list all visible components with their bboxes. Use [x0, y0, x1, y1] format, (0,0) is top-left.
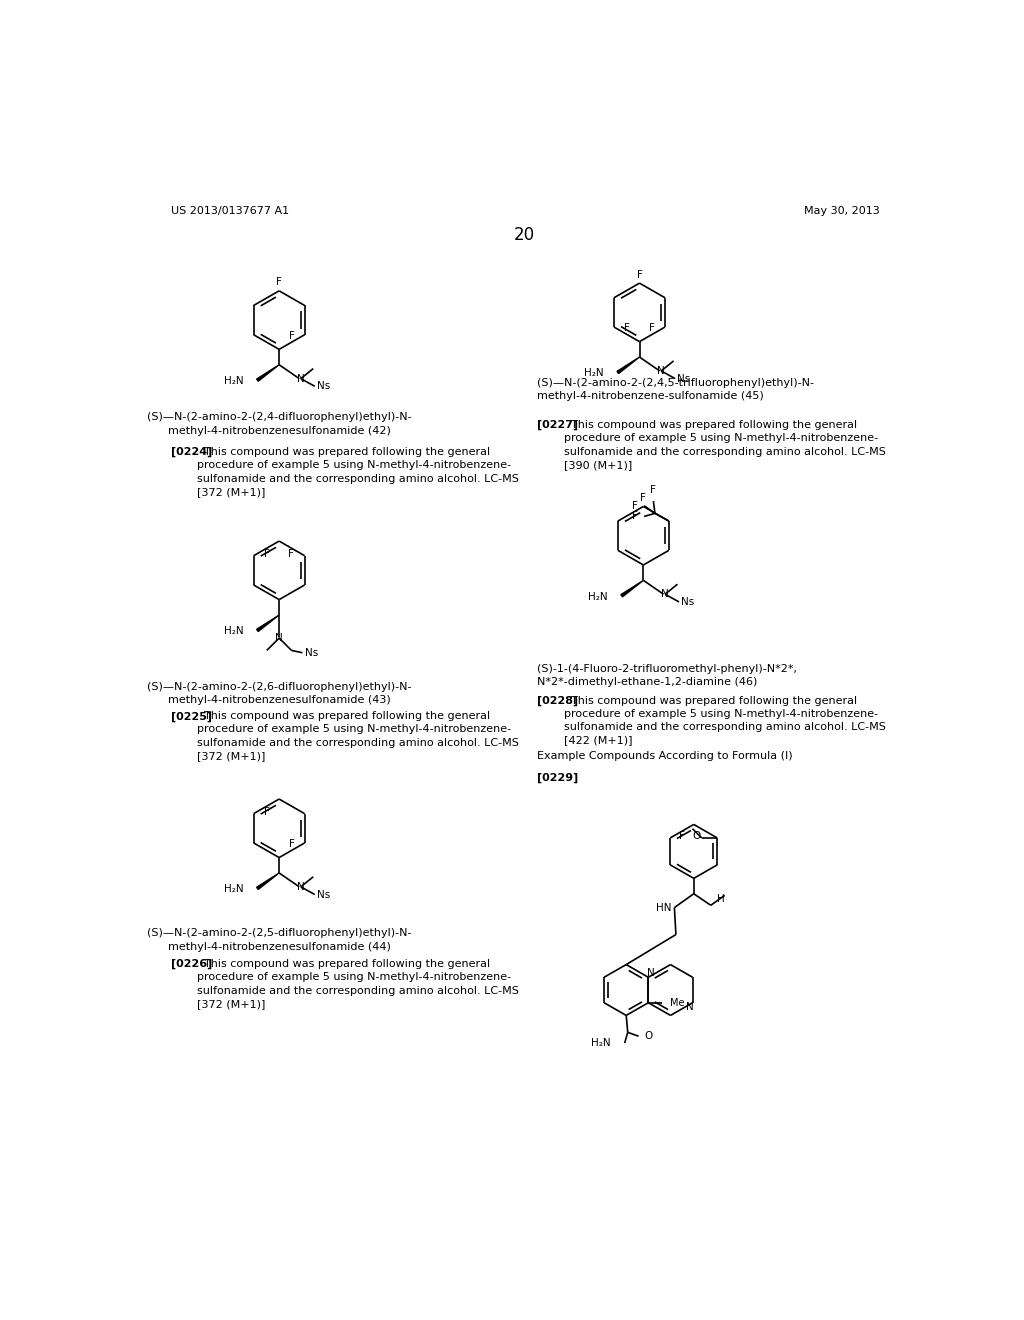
Text: Ns: Ns — [317, 890, 331, 899]
Text: N: N — [275, 634, 283, 643]
Text: HN: HN — [655, 903, 672, 912]
Text: This compound was prepared following the general
procedure of example 5 using N-: This compound was prepared following the… — [197, 960, 519, 1008]
Text: 20: 20 — [514, 226, 536, 244]
Text: (S)—N-(2-amino-2-(2,5-difluorophenyl)ethyl)-N-
methyl-4-nitrobenzenesulfonamide : (S)—N-(2-amino-2-(2,5-difluorophenyl)eth… — [146, 928, 412, 952]
Text: N: N — [297, 882, 305, 892]
Text: F: F — [632, 500, 638, 511]
Text: F: F — [289, 838, 295, 849]
Text: N: N — [647, 969, 654, 978]
Text: N: N — [662, 589, 669, 599]
Text: [0229]: [0229] — [538, 774, 579, 783]
Text: (S)—N-(2-amino-2-(2,4-difluorophenyl)ethyl)-N-
methyl-4-nitrobenzenesulfonamide : (S)—N-(2-amino-2-(2,4-difluorophenyl)eth… — [146, 412, 412, 436]
Text: H₂N: H₂N — [224, 376, 244, 385]
Text: F: F — [637, 269, 642, 280]
Text: H₂N: H₂N — [591, 1038, 610, 1048]
Text: H₂N: H₂N — [224, 884, 244, 894]
Text: N: N — [657, 366, 665, 376]
Text: May 30, 2013: May 30, 2013 — [804, 206, 880, 216]
Text: Ns: Ns — [317, 381, 331, 391]
Text: F: F — [264, 549, 270, 560]
Text: This compound was prepared following the general
procedure of example 5 using N-: This compound was prepared following the… — [563, 420, 886, 470]
Text: US 2013/0137677 A1: US 2013/0137677 A1 — [171, 206, 289, 216]
Polygon shape — [257, 873, 280, 890]
Text: Ns: Ns — [678, 374, 691, 384]
Text: F: F — [649, 323, 655, 333]
Text: N: N — [297, 374, 305, 384]
Text: N: N — [686, 1002, 694, 1011]
Text: F: F — [264, 807, 269, 817]
Text: F: F — [632, 511, 638, 521]
Text: (S)—N-(2-amino-2-(2,6-difluorophenyl)ethyl)-N-
methyl-4-nitrobenzenesulfonamide : (S)—N-(2-amino-2-(2,6-difluorophenyl)eth… — [146, 682, 412, 705]
Text: F: F — [288, 549, 294, 560]
Text: (S)—N-(2-amino-2-(2,4,5-trifluorophenyl)ethyl)-N-
methyl-4-nitrobenzene-sulfonam: (S)—N-(2-amino-2-(2,4,5-trifluorophenyl)… — [538, 378, 814, 401]
Text: F: F — [276, 277, 282, 288]
Text: [0226]: [0226] — [171, 960, 212, 969]
Polygon shape — [257, 615, 280, 631]
Text: This compound was prepared following the general
procedure of example 5 using N-: This compound was prepared following the… — [563, 696, 886, 746]
Text: H₂N: H₂N — [585, 368, 604, 379]
Text: H₂N: H₂N — [588, 591, 607, 602]
Text: O: O — [692, 832, 700, 841]
Text: Ns: Ns — [305, 648, 317, 657]
Text: F: F — [624, 323, 630, 333]
Text: F: F — [679, 830, 685, 841]
Text: F: F — [289, 330, 295, 341]
Text: F: F — [650, 484, 656, 495]
Text: [0227]: [0227] — [538, 420, 579, 430]
Text: Me: Me — [670, 998, 685, 1007]
Polygon shape — [621, 581, 643, 597]
Text: O: O — [645, 1031, 653, 1041]
Polygon shape — [257, 364, 280, 381]
Text: This compound was prepared following the general
procedure of example 5 using N-: This compound was prepared following the… — [197, 711, 519, 760]
Text: Ns: Ns — [681, 597, 694, 607]
Text: H: H — [717, 894, 725, 904]
Text: [0224]: [0224] — [171, 447, 212, 458]
Text: [0225]: [0225] — [171, 711, 212, 722]
Text: H₂N: H₂N — [224, 626, 244, 636]
Polygon shape — [617, 358, 640, 374]
Text: This compound was prepared following the general
procedure of example 5 using N-: This compound was prepared following the… — [197, 447, 519, 496]
Text: [0228]: [0228] — [538, 696, 579, 706]
Text: (S)-1-(4-Fluoro-2-trifluoromethyl-phenyl)-N*2*,
N*2*-dimethyl-ethane-1,2-diamine: (S)-1-(4-Fluoro-2-trifluoromethyl-phenyl… — [538, 664, 798, 686]
Text: Example Compounds According to Formula (I): Example Compounds According to Formula (… — [538, 751, 793, 762]
Text: F: F — [640, 492, 646, 503]
